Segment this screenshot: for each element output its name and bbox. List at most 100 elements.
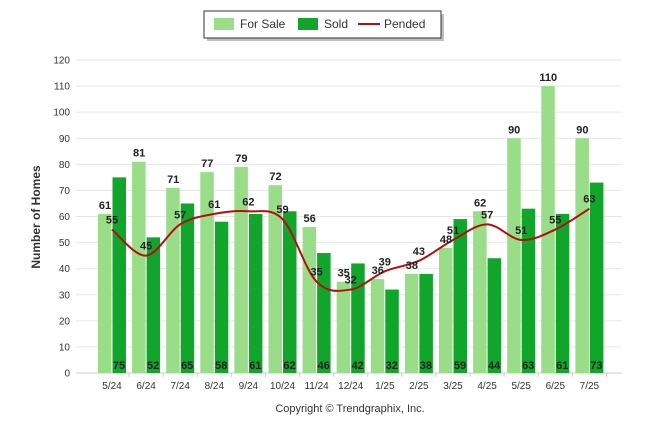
- label-for-sale: 90: [576, 124, 588, 136]
- bar-for-sale: [268, 185, 282, 373]
- bar-sold: [453, 219, 467, 373]
- bar-sold: [555, 213, 570, 373]
- bar-sold: [112, 177, 126, 373]
- bar-for-sale: [98, 213, 112, 373]
- label-for-sale: 81: [133, 148, 145, 160]
- label-pended: 43: [413, 246, 425, 258]
- y-axis-label: Number of Homes: [29, 165, 43, 269]
- bar-sold: [180, 203, 195, 373]
- bar-sold: [521, 208, 536, 373]
- label-for-sale: 110: [539, 72, 557, 84]
- label-sold: 42: [352, 360, 364, 372]
- pended-line-path: [111, 207, 590, 292]
- bars: [98, 86, 604, 373]
- label-sold: 44: [488, 360, 501, 372]
- legend-label: Sold: [324, 17, 348, 31]
- legend-swatch: [214, 18, 234, 30]
- label-sold: 61: [249, 360, 261, 372]
- label-pended: 62: [242, 196, 254, 208]
- y-tick-label: 100: [53, 108, 70, 119]
- y-tick-label: 110: [54, 82, 70, 93]
- label-for-sale: 35: [338, 268, 350, 280]
- bar-for-sale: [370, 279, 385, 373]
- label-sold: 63: [522, 360, 534, 372]
- x-tick-label: 7/24: [170, 381, 190, 392]
- label-pended: 51: [515, 225, 527, 237]
- label-sold: 73: [590, 360, 602, 372]
- bar-for-sale: [404, 273, 419, 373]
- x-tick-label: 2/25: [409, 381, 429, 392]
- label-sold: 65: [181, 360, 193, 372]
- label-pended: 35: [310, 267, 322, 279]
- label-pended: 55: [549, 215, 561, 227]
- y-tick-label: 80: [59, 160, 71, 171]
- label-for-sale: 79: [235, 153, 247, 165]
- label-for-sale: 62: [474, 197, 486, 209]
- bar-for-sale: [575, 138, 589, 373]
- label-pended: 39: [379, 256, 391, 268]
- label-for-sale: 61: [99, 200, 111, 212]
- y-tick-label: 50: [59, 238, 71, 249]
- label-pended: 63: [583, 194, 595, 206]
- bar-sold: [351, 263, 365, 373]
- label-pended: 45: [140, 241, 152, 253]
- x-tick-label: 3/25: [443, 381, 463, 392]
- bar-sold: [283, 211, 297, 373]
- label-for-sale: 36: [372, 265, 384, 277]
- label-for-sale: 72: [269, 171, 281, 183]
- y-tick-label: 90: [59, 134, 71, 145]
- label-sold: 62: [283, 360, 295, 372]
- legend-label: For Sale: [240, 17, 286, 31]
- x-tick-label: 5/24: [102, 381, 122, 392]
- x-tick-label: 5/25: [511, 381, 531, 392]
- bar-for-sale: [473, 211, 487, 373]
- pended-line: [111, 207, 590, 292]
- label-for-sale: 90: [508, 124, 520, 136]
- label-for-sale: 48: [440, 234, 452, 246]
- label-pended: 51: [447, 225, 459, 237]
- label-sold: 75: [113, 360, 125, 372]
- x-tick-label: 9/24: [239, 381, 259, 392]
- bar-for-sale: [507, 138, 521, 373]
- bar-sold: [214, 221, 229, 373]
- y-tick-label: 0: [64, 369, 70, 380]
- y-tick-label: 20: [59, 316, 71, 327]
- label-for-sale: 71: [167, 174, 179, 186]
- label-sold: 52: [147, 360, 159, 372]
- y-tick-label: 70: [59, 186, 71, 197]
- bar-for-sale: [132, 161, 146, 373]
- label-sold: 58: [215, 360, 227, 372]
- x-tick-label: 11/24: [304, 381, 329, 392]
- label-pended: 57: [174, 209, 186, 221]
- y-tick-label: 120: [53, 56, 70, 67]
- data-labels: 61 75 81 52 71 65 77 58 79 61 72 62 56 46 35 42 36 32 38 38…: [99, 72, 603, 372]
- copyright-footer: Copyright © Trendgraphix, Inc.: [275, 403, 424, 415]
- label-sold: 38: [420, 360, 432, 372]
- x-tick-label: 12/24: [338, 381, 363, 392]
- bar-sold: [317, 253, 331, 373]
- x-tick-label: 10/24: [270, 381, 295, 392]
- bar-for-sale: [541, 86, 555, 373]
- label-pended: 61: [208, 199, 220, 211]
- bar-sold: [248, 213, 263, 373]
- x-tick-label: 6/24: [136, 381, 156, 392]
- label-for-sale: 77: [201, 158, 213, 170]
- bar-for-sale: [234, 166, 248, 373]
- y-tick-label: 60: [59, 212, 71, 223]
- x-tick-label: 1/25: [375, 381, 395, 392]
- label-sold: 32: [386, 360, 398, 372]
- label-sold: 59: [454, 360, 466, 372]
- legend-swatch: [298, 18, 318, 30]
- bar-for-sale: [439, 247, 453, 373]
- bar-for-sale: [336, 281, 351, 373]
- x-tick-label: 4/25: [477, 381, 497, 392]
- bar-sold: [385, 289, 399, 373]
- y-tick-label: 10: [59, 342, 71, 353]
- legend-label: Pended: [384, 17, 425, 31]
- label-for-sale: 56: [303, 213, 315, 225]
- y-tick-label: 30: [59, 290, 71, 301]
- bar-for-sale: [200, 172, 214, 373]
- label-pended: 57: [481, 209, 493, 221]
- x-tick-label: 7/25: [580, 381, 600, 392]
